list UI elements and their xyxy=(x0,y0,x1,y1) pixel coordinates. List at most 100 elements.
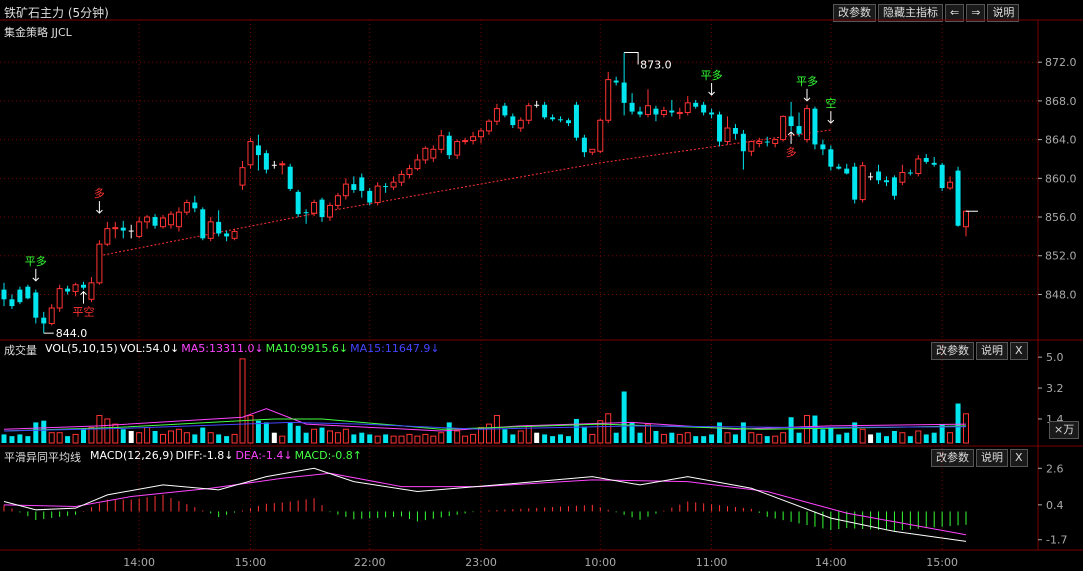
candle-body xyxy=(605,79,612,121)
arrow-right-icon[interactable]: ⇒ xyxy=(966,4,986,22)
volume-bar xyxy=(764,436,770,443)
signal-arrow-head xyxy=(708,91,715,96)
volume-bar xyxy=(820,429,826,443)
volume-close-button[interactable]: X xyxy=(1010,342,1028,360)
candle-body xyxy=(216,221,222,234)
candle-body xyxy=(883,180,889,183)
signal-arrow-head xyxy=(827,119,835,124)
candle-body xyxy=(939,164,945,188)
volume-bar xyxy=(732,434,738,443)
candle-body xyxy=(772,139,779,144)
volume-bar xyxy=(629,422,635,443)
volume-bar xyxy=(271,432,277,443)
candle-body xyxy=(374,185,381,204)
volume-bar xyxy=(367,434,373,443)
volume-bar xyxy=(112,423,119,444)
candle-body xyxy=(390,181,397,188)
candle-body xyxy=(183,202,190,213)
candle-body xyxy=(271,164,277,166)
macd-close-button[interactable]: X xyxy=(1010,449,1028,467)
volume-bar xyxy=(414,435,421,444)
candle-body xyxy=(485,120,492,132)
candle-body xyxy=(41,317,47,324)
volume-bar xyxy=(915,430,922,444)
candle-body xyxy=(756,141,763,144)
volume-bar xyxy=(104,418,111,444)
volume-bar xyxy=(390,435,397,444)
high-price-label: 873.0 xyxy=(640,59,672,72)
volume-legend-item: VOL:54.0↓ xyxy=(119,342,180,355)
volume-legend-item: MA5:13311.0↓ xyxy=(181,342,264,355)
volume-bar xyxy=(446,422,452,443)
candle-body xyxy=(558,119,564,121)
volume-change-params-button[interactable]: 改参数 xyxy=(931,342,974,360)
candle-body xyxy=(81,284,87,288)
candle-body xyxy=(597,119,604,152)
change-params-button[interactable]: 改参数 xyxy=(833,4,876,22)
volume-bar xyxy=(939,424,945,443)
volume-bar xyxy=(963,413,969,444)
volume-bar xyxy=(565,436,571,443)
y-tick-label: 848.0 xyxy=(1045,288,1077,301)
candle-body xyxy=(454,141,461,156)
candle-body xyxy=(192,202,198,209)
macd-help-button[interactable]: 说明 xyxy=(976,449,1008,467)
candle-body xyxy=(430,148,437,159)
volume-bar xyxy=(48,432,55,444)
candle-body xyxy=(629,102,635,112)
candle-body xyxy=(462,140,469,143)
candle-body xyxy=(764,141,770,143)
volume-bar xyxy=(788,417,794,443)
candle-body xyxy=(589,148,596,153)
volume-bar xyxy=(923,434,929,443)
candle-body xyxy=(876,171,882,181)
volume-bar xyxy=(485,423,492,444)
arrow-left-icon[interactable]: ⇐ xyxy=(945,4,965,22)
volume-bar xyxy=(160,433,167,444)
strategy-label: 集金策略 JJCL xyxy=(4,26,72,39)
unit-toggle-button[interactable]: ×万 xyxy=(1049,421,1080,439)
candle-body xyxy=(684,102,691,114)
volume-bar xyxy=(303,432,309,443)
volume-bar xyxy=(120,429,126,443)
candle-body xyxy=(438,135,445,150)
volume-bar xyxy=(41,420,47,443)
volume-bar xyxy=(224,436,230,443)
y-tick-label: 872.0 xyxy=(1045,56,1077,69)
help-button[interactable]: 说明 xyxy=(987,4,1020,22)
macd-panel-title: 平滑异同平均线 xyxy=(4,451,81,464)
volume-bar xyxy=(621,391,627,443)
candle-body xyxy=(947,181,954,189)
volume-bar xyxy=(669,432,675,443)
macd-legend-item: DEA:-1.4↓ xyxy=(235,449,293,462)
candle-body xyxy=(931,162,937,165)
volume-bar xyxy=(144,427,151,444)
volume-bar xyxy=(701,436,707,443)
candle-body xyxy=(693,102,699,107)
volume-bar xyxy=(72,433,79,444)
macd-change-params-button[interactable]: 改参数 xyxy=(931,449,974,467)
volume-panel-title: 成交量 xyxy=(4,344,37,357)
signal-arrow-head xyxy=(787,131,795,136)
volume-bar xyxy=(359,432,365,443)
candle-body xyxy=(144,216,151,223)
candle-body xyxy=(398,173,405,183)
candle-body xyxy=(732,128,738,134)
volume-bar xyxy=(534,432,540,443)
volume-bar xyxy=(589,433,596,444)
candle-body xyxy=(701,104,707,113)
candle-body xyxy=(891,177,897,196)
hide-main-indicator-button[interactable]: 隐藏主指标 xyxy=(878,4,943,22)
volume-y-tick-label: 3.2 xyxy=(1046,382,1064,395)
signal-label: 空 xyxy=(825,96,836,110)
candle-body xyxy=(247,141,254,166)
volume-bar xyxy=(128,430,134,443)
volume-bar xyxy=(542,434,548,443)
macd-legend-item: MACD(12,26,9) xyxy=(90,449,174,462)
volume-help-button[interactable]: 说明 xyxy=(976,342,1008,360)
candle-body xyxy=(573,104,579,138)
volume-bar xyxy=(192,434,198,443)
volume-bar xyxy=(438,432,445,444)
candle-body xyxy=(717,114,723,142)
